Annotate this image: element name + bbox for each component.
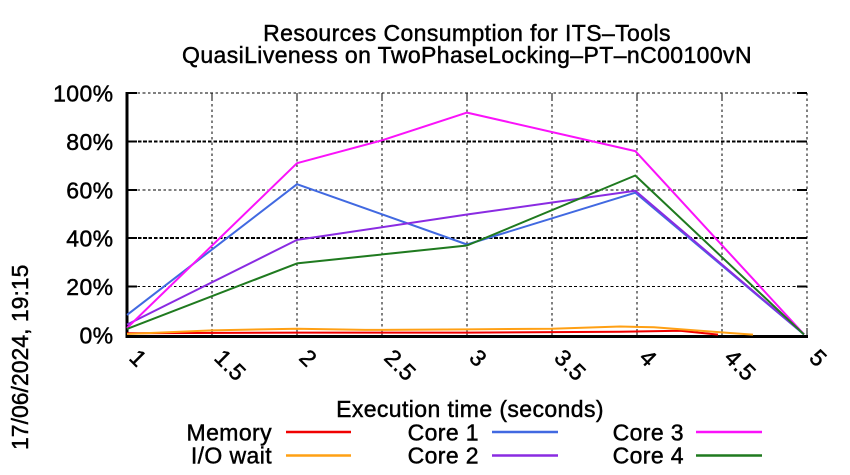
svg-text:40%: 40% bbox=[66, 226, 113, 252]
svg-text:Core 1: Core 1 bbox=[408, 420, 479, 446]
svg-text:I/O wait: I/O wait bbox=[191, 443, 272, 469]
svg-text:4.5: 4.5 bbox=[719, 344, 761, 386]
svg-text:3: 3 bbox=[464, 344, 492, 372]
svg-text:Core 4: Core 4 bbox=[613, 443, 684, 469]
svg-text:Execution time (seconds): Execution time (seconds) bbox=[336, 396, 604, 422]
svg-text:Memory: Memory bbox=[187, 420, 273, 446]
svg-text:QuasiLiveness on TwoPhaseLocki: QuasiLiveness on TwoPhaseLocking–PT–nC00… bbox=[182, 42, 752, 68]
svg-text:60%: 60% bbox=[66, 177, 113, 203]
svg-text:3.5: 3.5 bbox=[549, 344, 591, 386]
svg-text:0%: 0% bbox=[79, 323, 113, 349]
svg-text:5: 5 bbox=[804, 344, 832, 372]
svg-text:20%: 20% bbox=[66, 274, 113, 300]
svg-text:2: 2 bbox=[294, 344, 322, 372]
svg-text:Resources Consumption for ITS–: Resources Consumption for ITS–Tools bbox=[263, 20, 671, 46]
svg-text:2.5: 2.5 bbox=[379, 344, 421, 386]
svg-text:100%: 100% bbox=[53, 81, 113, 107]
svg-text:1.5: 1.5 bbox=[209, 344, 251, 386]
svg-text:17/06/2024, 19:15: 17/06/2024, 19:15 bbox=[7, 265, 33, 450]
svg-text:80%: 80% bbox=[66, 129, 113, 155]
svg-text:Core 3: Core 3 bbox=[613, 420, 684, 446]
svg-text:1: 1 bbox=[124, 344, 152, 372]
svg-text:4: 4 bbox=[634, 344, 662, 372]
svg-text:Core 2: Core 2 bbox=[408, 443, 479, 469]
